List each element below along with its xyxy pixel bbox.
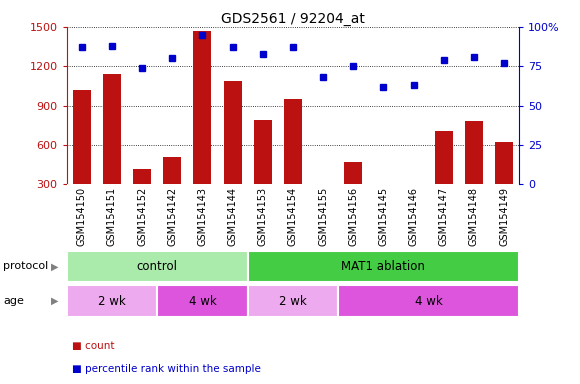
Text: 2 wk: 2 wk <box>279 295 307 308</box>
Text: 4 wk: 4 wk <box>415 295 443 308</box>
Text: 4 wk: 4 wk <box>188 295 216 308</box>
Bar <box>434 131 453 184</box>
Text: GSM154152: GSM154152 <box>137 186 147 246</box>
Bar <box>465 121 483 184</box>
Text: GSM154146: GSM154146 <box>408 187 419 245</box>
Text: GSM154154: GSM154154 <box>288 187 298 245</box>
Bar <box>163 157 182 184</box>
Text: MAT1 ablation: MAT1 ablation <box>342 260 425 273</box>
Bar <box>248 251 519 282</box>
Text: GSM154155: GSM154155 <box>318 186 328 246</box>
Text: protocol: protocol <box>3 262 48 271</box>
Bar <box>193 31 212 184</box>
Bar <box>103 74 121 184</box>
Text: GSM154150: GSM154150 <box>77 187 87 245</box>
Text: GSM154149: GSM154149 <box>499 187 509 245</box>
Text: GSM154153: GSM154153 <box>258 187 268 245</box>
Bar <box>404 184 423 186</box>
Bar <box>72 90 91 184</box>
Text: GSM154148: GSM154148 <box>469 187 479 245</box>
Text: ■ count: ■ count <box>72 341 115 351</box>
Text: ■ percentile rank within the sample: ■ percentile rank within the sample <box>72 364 262 374</box>
Text: control: control <box>137 260 177 273</box>
Bar <box>133 169 151 184</box>
Bar <box>248 285 338 317</box>
Bar <box>253 120 272 184</box>
Bar <box>223 81 242 184</box>
Text: GSM154145: GSM154145 <box>378 187 389 245</box>
Text: ▶: ▶ <box>50 296 58 306</box>
Bar <box>495 142 513 184</box>
Bar <box>67 285 157 317</box>
Text: GSM154151: GSM154151 <box>107 187 117 245</box>
Bar <box>157 285 248 317</box>
Bar <box>67 251 248 282</box>
Text: GSM154156: GSM154156 <box>348 187 358 245</box>
Bar <box>338 285 519 317</box>
Title: GDS2561 / 92204_at: GDS2561 / 92204_at <box>221 12 365 26</box>
Text: GSM154142: GSM154142 <box>167 187 177 245</box>
Text: GSM154143: GSM154143 <box>197 187 208 245</box>
Text: GSM154144: GSM154144 <box>227 187 238 245</box>
Bar <box>374 184 393 188</box>
Text: GSM154147: GSM154147 <box>438 187 449 245</box>
Text: ▶: ▶ <box>50 262 58 271</box>
Text: age: age <box>3 296 24 306</box>
Bar <box>344 162 362 184</box>
Bar <box>284 99 302 184</box>
Text: 2 wk: 2 wk <box>98 295 126 308</box>
